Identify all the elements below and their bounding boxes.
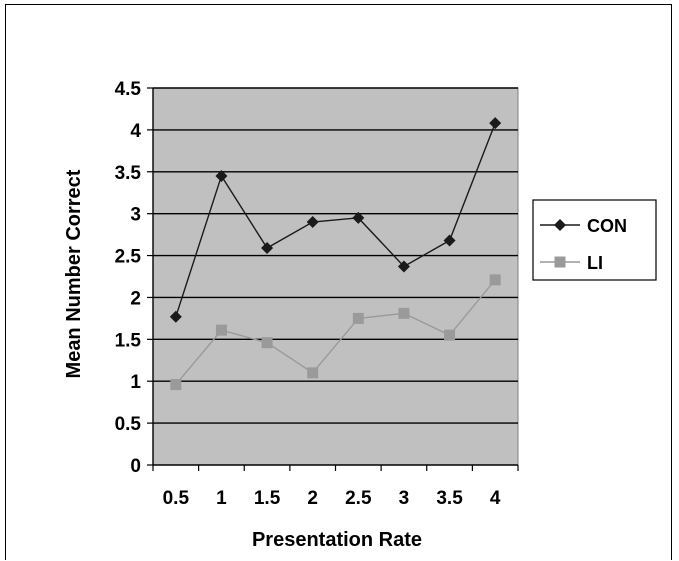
data-point-li: [398, 307, 410, 319]
y-axis-title: Mean Number Correct: [63, 169, 85, 378]
legend-label-con: CON: [587, 216, 627, 236]
data-point-con: [397, 260, 410, 273]
series-markers: [169, 117, 502, 391]
data-point-con: [215, 169, 228, 182]
data-point-li: [215, 324, 227, 336]
x-tick-label: 0.5: [163, 488, 190, 509]
y-tick-label: 2: [130, 288, 141, 309]
y-tick-label: 0: [130, 456, 141, 477]
plot-area: [152, 87, 519, 466]
x-tick-label: 3.5: [436, 488, 463, 509]
data-point-li: [352, 312, 364, 324]
data-point-con: [169, 310, 182, 323]
y-tick-label: 4.5: [115, 79, 142, 100]
data-point-con: [352, 211, 365, 224]
data-point-li: [261, 337, 273, 349]
data-point-li: [170, 379, 182, 391]
y-tick-label: 4: [130, 121, 141, 142]
data-point-con: [489, 117, 502, 130]
x-tick-label: 1.5: [254, 488, 281, 509]
x-tick-label: 2: [307, 488, 318, 509]
y-tick-label: 3.5: [115, 163, 142, 184]
legend: CON LI: [532, 199, 657, 281]
data-point-con: [306, 216, 319, 229]
data-point-li: [444, 329, 456, 341]
x-tick-label: 3: [399, 488, 410, 509]
y-tick-label: 0.5: [115, 414, 142, 435]
series-line-li: [175, 279, 496, 386]
y-tick-label: 3: [130, 205, 141, 226]
data-point-con: [443, 234, 456, 247]
x-tick-label: 2.5: [345, 488, 372, 509]
y-tick-label: 2.5: [115, 247, 142, 268]
x-tick-labels: 0.5 1 1.5 2 2.5 3 3.5 4: [163, 488, 501, 509]
axes: [147, 87, 519, 471]
legend-items: CON LI: [540, 216, 627, 273]
legend-box: [532, 199, 657, 281]
x-axis-title: Presentation Rate: [252, 529, 422, 551]
legend-label-li: LI: [587, 253, 603, 273]
data-point-con: [261, 242, 274, 255]
data-point-li: [489, 274, 501, 286]
y-tick-label: 1: [130, 372, 141, 393]
legend-marker-li: [554, 256, 566, 268]
y-tick-labels: 0 0.5 1 1.5 2 2.5 3 3.5 4 4.5: [115, 79, 142, 477]
legend-marker-con: [554, 219, 566, 231]
series-line-con: [175, 122, 496, 317]
x-tick-label: 1: [216, 488, 227, 509]
x-tick-label: 4: [490, 488, 501, 509]
chart-frame: [5, 4, 672, 560]
y-tick-label: 1.5: [115, 330, 142, 351]
data-point-li: [307, 367, 319, 379]
series-lines: [175, 122, 496, 386]
